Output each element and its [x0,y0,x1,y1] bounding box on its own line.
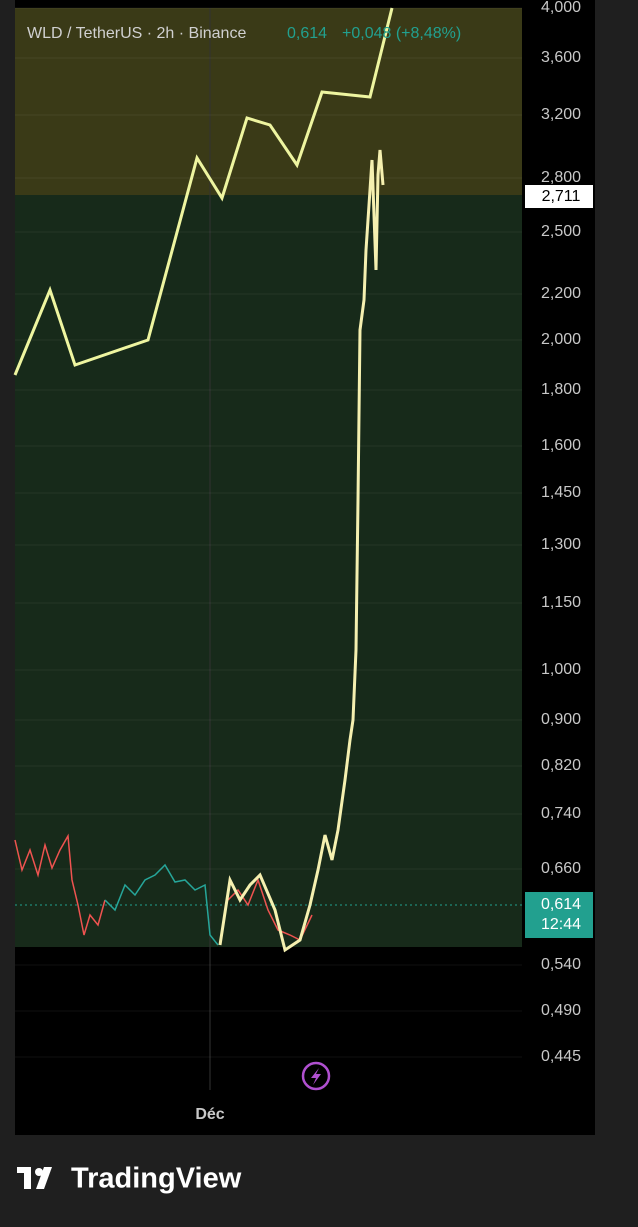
price-tick: 4,000 [541,0,581,16]
last-price: 0,614 [541,896,581,913]
drawing-line [13,7,394,376]
price-tick: 0,900 [541,711,581,728]
logo-part [35,1168,43,1176]
price-tick: 2,800 [541,169,581,186]
price-tick: 2,200 [541,285,581,302]
last-price-bg [525,892,593,938]
zone-upper [15,8,522,195]
price-tick: 0,540 [541,956,581,973]
candles-red [14,833,106,936]
symbol: WLD / TetherUS · 2h · Binance [27,25,246,42]
lightning-icon[interactable] [301,1061,331,1091]
candles-red-2 [227,877,313,942]
price-tick: 1,000 [541,661,581,678]
logo-part [24,1167,31,1189]
price-tick: 0,660 [541,860,581,877]
zone-lower [15,195,522,947]
price-tick: 3,600 [541,49,581,66]
drawing-tag-bg [525,185,593,208]
logo [17,1167,52,1189]
price-tick: 1,150 [541,594,581,611]
header-change: +0,048 (+8,48%) [342,25,461,42]
drawing-path [218,149,385,953]
price-tick: 1,450 [541,484,581,501]
price-tick: 3,200 [541,106,581,123]
drawing-tag: 2,711 [542,188,581,205]
price-tick: 0,445 [541,1048,581,1065]
price-tick: 0,740 [541,805,581,822]
price-tick: 2,500 [541,223,581,240]
candles [14,833,313,946]
price-tick: 1,800 [541,381,581,398]
header-price: 0,614 [287,25,327,42]
countdown: 12:44 [541,916,581,933]
price-tick: 0,820 [541,757,581,774]
time-label: Déc [195,1106,224,1123]
brand: TradingView [71,1163,242,1195]
price-tick: 1,300 [541,536,581,553]
price-tick: 2,000 [541,331,581,348]
lightning-bolt [311,1068,321,1085]
price-axis: 4,000 3,600 3,200 2,800 2,500 2,200 2,000 1,800… [15,0,581,1065]
price-tick: 0,490 [541,1002,581,1019]
logo-part [36,1167,52,1189]
candles-green [104,863,219,946]
price-tick: 1,600 [541,437,581,454]
